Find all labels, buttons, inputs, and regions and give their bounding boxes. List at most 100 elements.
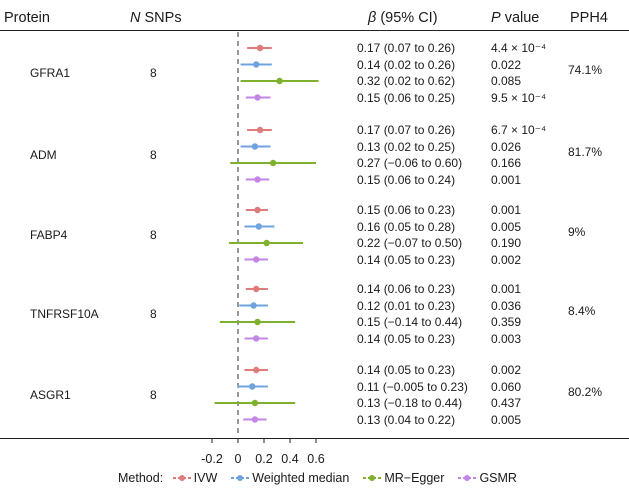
p-value-text: 0.001 — [491, 172, 522, 187]
p-value-text: 0.060 — [491, 379, 522, 394]
header-beta: β (95% CI) — [368, 10, 438, 26]
estimate-text: 0.32 (0.02 to 0.62) — [357, 74, 456, 88]
legend-item: MR−Egger — [363, 471, 444, 485]
estimate-point — [251, 399, 259, 407]
estimate-point — [253, 285, 260, 293]
estimate-text: 0.15 (0.06 to 0.25) — [357, 90, 456, 105]
estimate-point — [253, 335, 260, 342]
pph4-value: 81.7% — [568, 144, 603, 159]
p-value-text: 0.026 — [491, 139, 522, 154]
legend-symbol — [172, 473, 191, 483]
estimate-point — [253, 61, 260, 68]
protein-label: FABP4 — [30, 227, 68, 242]
header-p-rest: value — [500, 10, 540, 26]
p-value-text: 6.7 × 10⁻⁴ — [491, 123, 547, 137]
header-p-value: P value — [491, 10, 539, 26]
p-value-text: 0.190 — [491, 236, 522, 250]
header-protein: Protein — [4, 10, 50, 26]
pph4-value: 9% — [568, 224, 586, 239]
estimate-text: 0.16 (0.05 to 0.28) — [357, 219, 456, 234]
header-n-italic: N — [130, 10, 141, 26]
estimate-point — [249, 383, 256, 390]
x-tick-label: 0.6 — [307, 452, 325, 466]
legend-item: IVW — [172, 471, 218, 486]
estimate-point — [253, 366, 260, 374]
header-rule — [0, 30, 629, 31]
estimate-text: 0.17 (0.07 to 0.26) — [357, 123, 456, 137]
estimate-text: 0.12 (0.01 to 0.23) — [357, 298, 456, 313]
estimate-text: 0.27 (−0.06 to 0.60) — [357, 156, 463, 170]
legend-symbol — [231, 473, 250, 483]
estimate-text: 0.22 (−0.07 to 0.50) — [357, 236, 463, 250]
legend-label: Weighted median — [252, 471, 350, 486]
header-protein-text: Protein — [4, 10, 50, 26]
estimate-point — [276, 77, 283, 85]
estimate-point — [253, 256, 260, 263]
header-n-rest: SNPs — [140, 10, 182, 26]
estimate-text: 0.17 (0.07 to 0.26) — [357, 41, 456, 55]
legend-item: Weighted median — [231, 471, 350, 486]
estimate-point — [256, 44, 264, 52]
p-value-text: 0.005 — [491, 219, 522, 234]
header-p-italic: P — [491, 10, 501, 26]
estimate-point — [254, 94, 261, 101]
estimate-point — [251, 143, 259, 150]
p-value-text: 0.085 — [491, 74, 522, 88]
header-beta-rest: (95% CI) — [376, 10, 438, 26]
estimate-text: 0.13 (−0.18 to 0.44) — [357, 396, 463, 410]
p-value-text: 0.022 — [491, 57, 522, 72]
estimate-point — [254, 318, 261, 326]
p-value-text: 0.001 — [491, 203, 522, 217]
n-snps-value: 8 — [150, 227, 157, 242]
estimate-text: 0.14 (0.05 to 0.23) — [357, 252, 456, 267]
legend-symbol — [363, 473, 382, 483]
p-value-text: 0.003 — [491, 331, 522, 346]
pph4-value: 80.2% — [568, 384, 603, 399]
p-value-text: 0.437 — [491, 396, 522, 410]
estimate-text: 0.15 (0.06 to 0.24) — [357, 172, 456, 187]
estimate-text: 0.14 (0.02 to 0.26) — [357, 57, 456, 72]
legend-label: IVW — [193, 471, 218, 486]
protein-label: GFRA1 — [30, 65, 71, 80]
estimate-point — [250, 302, 257, 309]
estimate-text: 0.13 (0.04 to 0.22) — [357, 412, 456, 427]
n-snps-value: 8 — [150, 306, 157, 321]
x-tick-label: 0.2 — [255, 452, 273, 466]
p-value-text: 9.5 × 10⁻⁴ — [491, 90, 547, 105]
estimate-point — [254, 206, 261, 214]
estimate-text: 0.14 (0.06 to 0.23) — [357, 282, 456, 296]
p-value-text: 0.005 — [491, 412, 522, 427]
legend-symbol — [458, 473, 477, 483]
header-pph4-text: PPH4 — [570, 10, 608, 26]
p-value-text: 4.4 × 10⁻⁴ — [491, 41, 547, 55]
legend-title: Method: — [118, 470, 164, 485]
pph4-value: 8.4% — [568, 303, 596, 318]
estimate-text: 0.11 (−0.005 to 0.23) — [357, 379, 468, 394]
legend-items: IVW Weighted median MR−Egger GSMR — [172, 470, 531, 486]
n-snps-value: 8 — [150, 387, 157, 402]
estimate-point — [255, 223, 262, 230]
p-value-text: 0.359 — [491, 315, 522, 329]
pph4-value: 74.1% — [568, 62, 603, 77]
x-tick-label: -0.2 — [201, 452, 223, 466]
estimate-text: 0.14 (0.05 to 0.23) — [357, 363, 456, 377]
estimate-point — [263, 239, 270, 247]
legend-item: GSMR — [458, 471, 517, 486]
x-tick-label: 0 — [234, 452, 242, 466]
header-pph4: PPH4 — [570, 10, 608, 26]
protein-label: ADM — [30, 147, 57, 162]
p-value-text: 0.166 — [491, 156, 522, 170]
p-value-text: 0.002 — [491, 252, 522, 267]
legend-label: GSMR — [479, 471, 517, 486]
estimate-point — [254, 176, 261, 183]
axis-rule — [0, 438, 629, 439]
legend: Method: IVW Weighted median MR−Egger GSMR — [118, 470, 531, 486]
protein-label: TNFRSF10A — [30, 306, 99, 321]
estimate-point — [256, 126, 264, 134]
p-value-text: 0.001 — [491, 282, 522, 296]
header-beta-italic: β — [368, 10, 377, 26]
n-snps-value: 8 — [150, 65, 157, 80]
header-n-snps: N SNPs — [130, 10, 182, 26]
estimate-point — [269, 159, 277, 167]
